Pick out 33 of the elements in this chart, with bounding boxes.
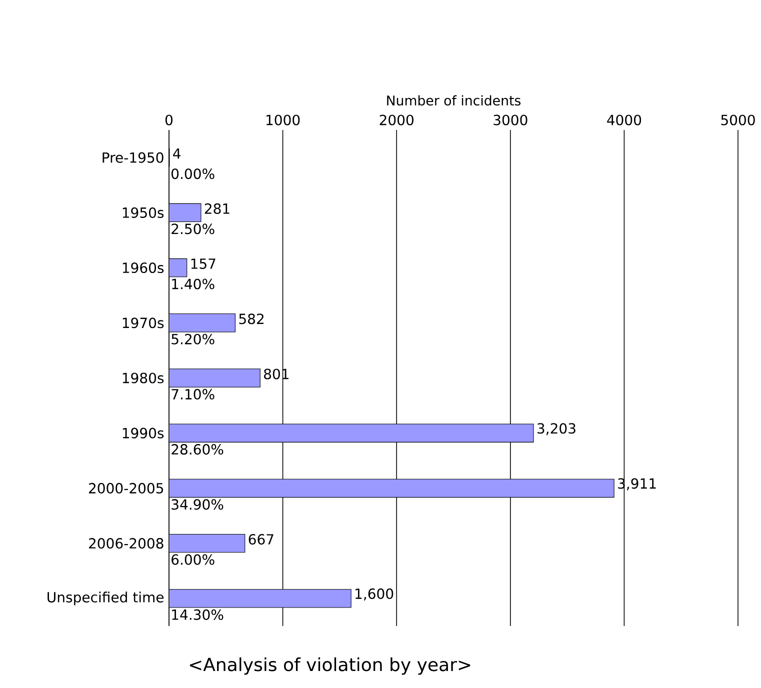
y-tick-label: 1970s (122, 318, 164, 328)
x-tick-label: 4000 (607, 114, 642, 126)
x-tick-label: 2000 (380, 114, 414, 126)
y-tick-label: 1960s (122, 262, 164, 274)
data-label: 582 (239, 314, 264, 324)
annotation: 5.20% (172, 334, 214, 344)
y-tick-label: 2006-2008 (89, 538, 164, 549)
annotation: 28.60% (172, 444, 224, 455)
annotation: 0.00% (172, 168, 214, 180)
y-tick-label: Pre-1950 (102, 152, 164, 163)
annotation: 7.10% (172, 388, 214, 400)
data-label: 4 (173, 148, 180, 159)
annotation: 34.90% (172, 499, 224, 510)
x-tick-label: 1000 (266, 114, 300, 126)
data-label: 281 (204, 203, 230, 214)
y-tick-label: 1990s (122, 428, 164, 438)
data-label: 157 (191, 258, 216, 269)
data-label: 3,203 (537, 423, 576, 436)
y-tick-label: 2000-2005 (89, 482, 164, 494)
x-axis-title: Number of incidents (387, 95, 521, 106)
y-tick-label: 1950s (122, 207, 164, 218)
annotation: 1.40% (172, 278, 214, 290)
x-tick-label: 5000 (721, 114, 755, 126)
x-tick-label: 3000 (494, 114, 528, 126)
x-tick-label: 0 (165, 114, 173, 126)
y-tick-label: 1980s (122, 372, 164, 384)
annotation: 6.00% (172, 554, 214, 565)
text: <Analysis of violation by year> (190, 657, 470, 675)
data-label: 667 (248, 534, 274, 545)
data-label: 1,600 (356, 588, 394, 600)
annotation: 2.50% (172, 224, 214, 234)
annotation: 14.30% (172, 609, 224, 620)
y-tick-label: Unspecified time (48, 592, 164, 606)
